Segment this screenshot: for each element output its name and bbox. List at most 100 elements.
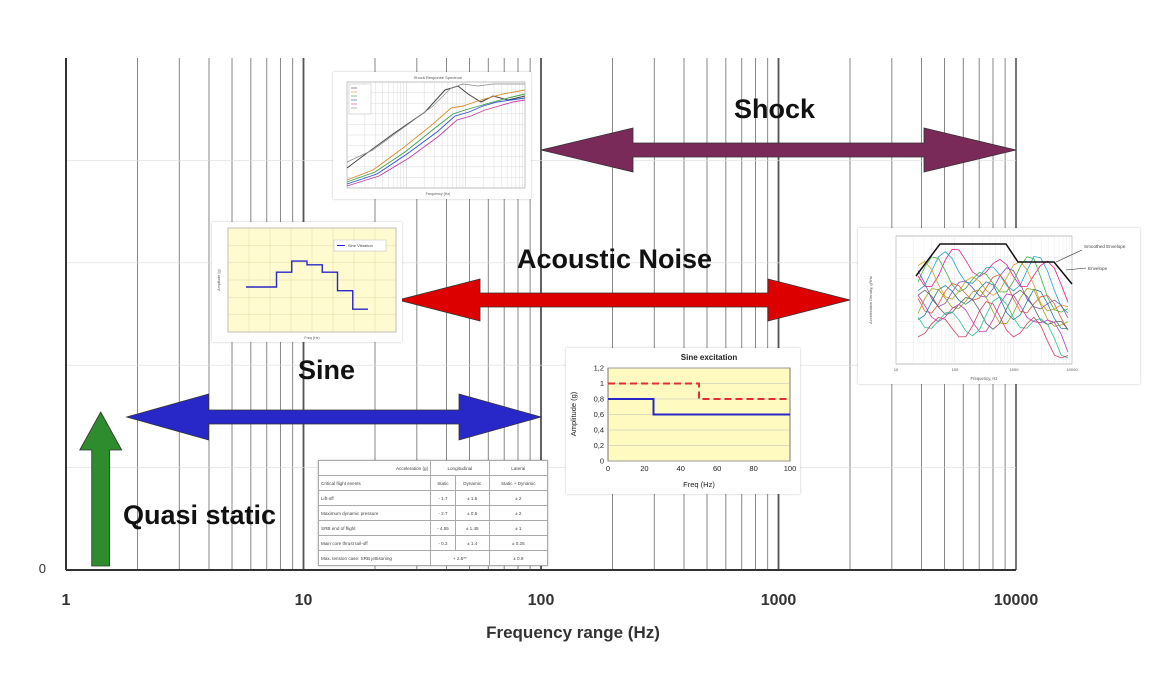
se-series-line-2 [608, 398, 790, 416]
table-cell: ± 0.5 [454, 505, 490, 521]
table-header-dynamic: Dynamic [454, 475, 490, 491]
table-header-static-dynamic: Static + Dynamic [488, 475, 549, 491]
ac-legend-envelope: Envelope [1088, 266, 1108, 271]
shock-range-arrow [540, 127, 1017, 173]
table-cell: - 0.2 [430, 535, 456, 551]
shock-curve-magenta [346, 99, 526, 187]
table-cell: Maximum dynamic pressure [317, 505, 432, 521]
shock-inset-title: Shock Response Spectrum [414, 75, 463, 80]
shock-curve-orange [346, 89, 526, 181]
ac-spectrum-curve [917, 281, 1069, 330]
range-arrow-shape [397, 278, 851, 322]
acoustic-noise-range-arrow [397, 278, 851, 322]
se-series-line-1 [608, 382, 790, 400]
shock-curve-green [346, 93, 526, 183]
table-cell: ± 2 [488, 505, 549, 521]
se-y-tick-label: 0,2 [594, 441, 604, 450]
shock-spectrum-inset: Shock Response Spectrum Frequency (Hz) [333, 72, 531, 199]
se-y-tick-label: 0,8 [594, 395, 604, 404]
quasi-static-label: Quasi static [123, 500, 276, 530]
x-tick-labels: 1 10 100 1000 10000 [62, 592, 1039, 609]
ac-ylabel: Acceleration Density, g²/Hz [868, 276, 873, 324]
se-y-tick-label: 1 [600, 379, 604, 388]
sine-inset-ylabel: Amplitude (g) [217, 269, 221, 290]
sine-inset-xlabel: Freq (Hz) [304, 336, 319, 340]
ac-spectrum-curve [917, 260, 1069, 312]
table-header-acceleration: Acceleration (g) [317, 460, 432, 476]
quasi-static-arrow-shape [79, 411, 123, 567]
se-x-tick-label: 60 [713, 464, 721, 473]
acoustic-noise-label: Acoustic Noise [517, 244, 712, 274]
se-y-tick-label: 0 [600, 457, 604, 466]
shock-inset-xlabel: Frequency (Hz) [426, 192, 451, 196]
table-cell: ± 1 [488, 520, 549, 536]
sine-label: Sine [298, 355, 355, 385]
table-cell: ± 1.5 [454, 490, 490, 506]
ac-spectrum-curve [917, 288, 1069, 327]
table-cell: ± 0.9 [488, 550, 549, 566]
acoustic-spectrum-inset: Smoothed Envelope Envelope Frequency, Hz… [858, 228, 1140, 384]
x-tick-label: 1000 [761, 592, 797, 609]
table-header-events: Critical flight events [317, 475, 432, 491]
x-tick-label: 1 [62, 592, 71, 609]
se-y-tick-label: 0,6 [594, 410, 604, 419]
ac-legend-smoothed: Smoothed Envelope [1084, 244, 1126, 249]
ac-xtick-1000: 1000 [1010, 367, 1020, 372]
shock-curve-blue [346, 97, 526, 185]
se-x-tick-label: 40 [677, 464, 685, 473]
shock-label: Shock [734, 94, 816, 124]
se-y-tick-label: 0,4 [594, 426, 604, 435]
range-arrow-shape [125, 393, 543, 441]
se-ylabel: Amplitude (g) [569, 391, 578, 436]
table-cell: - 2.7 [430, 505, 456, 521]
ac-spectrum-curve [917, 301, 1069, 359]
ac-spectrum-curve [917, 248, 1069, 303]
x-axis-label: Frequency range (Hz) [486, 623, 660, 642]
table-cell: - 4.55 [430, 520, 456, 536]
table-cell: ± 1.4 [454, 535, 490, 551]
flight-events-table-inset: Acceleration (g) Longitudinal Lateral Cr… [317, 460, 549, 566]
table-header-lateral: Lateral [488, 460, 549, 476]
table-row: Maximum dynamic pressure - 2.7 ± 0.5 ± 2 [317, 505, 549, 521]
quasi-static-arrow [79, 411, 123, 567]
se-xlabel: Freq (Hz) [683, 480, 715, 489]
ac-spectrum-curve [917, 267, 1069, 319]
ac-spectrum-curve [917, 256, 1069, 313]
shock-curve-gray [346, 83, 525, 163]
y-zero-label: 0 [39, 561, 46, 576]
sine-range-arrow [125, 393, 543, 441]
se-x-tick-label: 20 [640, 464, 648, 473]
ac-xtick-10000: 10000 [1066, 367, 1078, 372]
sine-excitation-plot: Sine excitation 0 0,2 0,4 0,6 0,8 1 1,2 0 20 40 6… [569, 353, 797, 489]
ac-xlabel: Frequency, Hz [971, 376, 998, 381]
table-row: Lift-off - 1.7 ± 1.5 ± 2 [317, 490, 549, 506]
sinev-step-line [246, 260, 368, 310]
table-row: SRB end of flight - 4.55 ± 1.45 ± 1 [317, 520, 549, 536]
plot-frame [65, 58, 1016, 571]
table-cell: SRB end of flight [317, 520, 432, 536]
ac-xtick-100: 100 [952, 367, 959, 372]
se-x-tick-label: 100 [784, 464, 797, 473]
x-tick-label: 10 [295, 592, 313, 609]
table-header-static: Static [430, 475, 456, 491]
sine-vibration-plot: Sine Vibration Freq (Hz) Amplitude (g) [217, 227, 397, 340]
table-header-longitudinal: Longitudinal [430, 460, 490, 476]
table-cell: ± 2 [488, 490, 549, 506]
table-row: Main core thrust tail-off - 0.2 ± 1.4 ± … [317, 535, 549, 551]
x-tick-label: 10000 [994, 592, 1039, 609]
table-cell: + 2.5** [430, 550, 490, 566]
ac-xtick-10: 10 [894, 367, 899, 372]
flight-events-table: Acceleration (g) Longitudinal Lateral Cr… [317, 460, 549, 566]
se-x-tick-label: 0 [606, 464, 610, 473]
acoustic-spectrum-plot: Smoothed Envelope Envelope Frequency, Hz… [868, 235, 1126, 381]
table-cell: Lift-off [317, 490, 432, 506]
ac-spectrum-curve [917, 296, 1069, 359]
ac-envelope-line [915, 243, 1073, 285]
table-cell: ± 0.25 [488, 535, 549, 551]
sine-excitation-inset: Sine excitation 0 0,2 0,4 0,6 0,8 1 1,2 0 20 40 6… [566, 348, 800, 494]
se-x-tick-label: 80 [749, 464, 757, 473]
sine-vibration-inset: Sine Vibration Freq (Hz) Amplitude (g) [212, 222, 402, 342]
shock-spectrum-plot: Shock Response Spectrum Frequency (Hz) [346, 75, 526, 196]
table-cell: - 1.7 [430, 490, 456, 506]
range-arrow-shape [540, 127, 1017, 173]
